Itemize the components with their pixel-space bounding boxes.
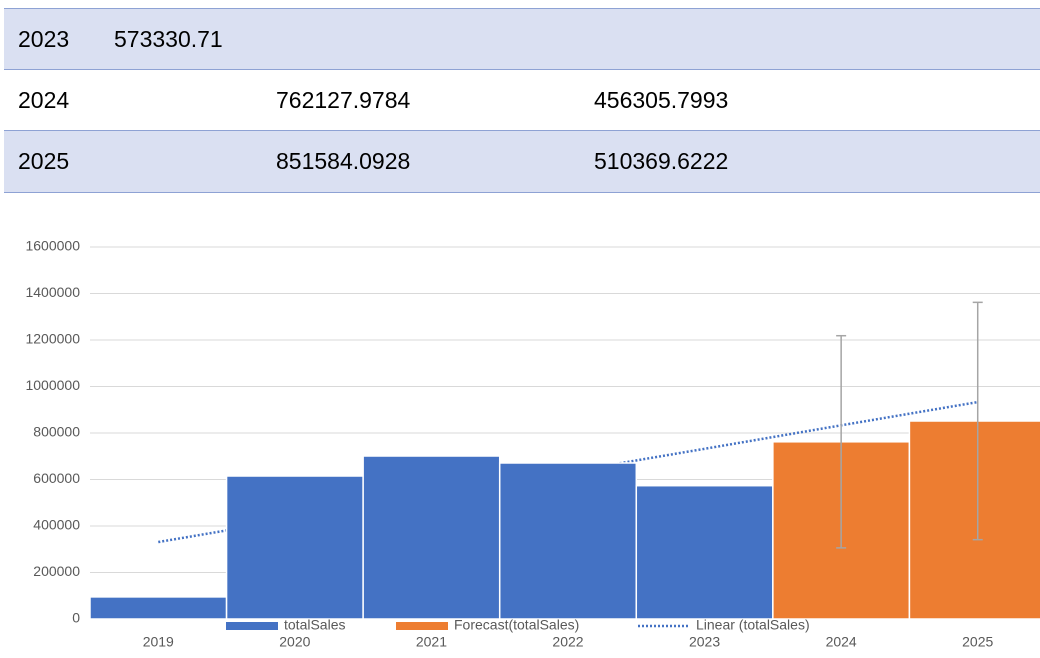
cell: 573330.71 [114,26,223,52]
bar [362,455,501,620]
cell: 762127.9784 [276,87,411,113]
y-tick-label: 1200000 [25,331,80,347]
error-bar [972,301,983,541]
x-tick-label: 2021 [416,634,447,650]
cell: 2023 [18,26,70,52]
legend-swatch [396,622,448,630]
x-tick-label: 2025 [962,634,993,650]
table-row: 2025 851584.0928 510369.6222 [4,130,1040,193]
cell: 2025 [18,148,70,174]
cell: 851584.0928 [276,148,411,174]
cell: 456305.7993 [594,87,729,113]
bar [635,484,774,620]
table-row: 2023 573330.71 [4,8,1040,70]
legend-swatch [226,622,278,630]
x-tick-label: 2022 [552,634,583,650]
x-tick-label: 2024 [826,634,857,650]
y-tick-label: 600000 [33,470,80,486]
error-bar [836,334,847,549]
y-tick-label: 1000000 [25,377,80,393]
bar [498,462,638,620]
x-tick-label: 2019 [143,634,174,650]
y-tick-label: 200000 [33,563,80,579]
bar [89,596,228,620]
y-tick-label: 0 [72,610,80,626]
legend-label: Linear (totalSales) [696,617,810,633]
y-tick-label: 400000 [33,517,80,533]
cell: 2024 [18,87,70,113]
legend-label: totalSales [284,617,345,633]
table-row: 2024 762127.9784 456305.7993 [4,69,1040,131]
bar [225,475,364,620]
bar [908,420,1040,620]
x-tick-label: 2020 [279,634,310,650]
y-tick-label: 800000 [33,424,80,440]
legend-label: Forecast(totalSales) [454,617,579,633]
cell: 510369.6222 [594,148,729,174]
x-tick-label: 2023 [689,634,720,650]
y-tick-label: 1600000 [25,238,80,254]
y-tick-label: 1400000 [25,284,80,300]
